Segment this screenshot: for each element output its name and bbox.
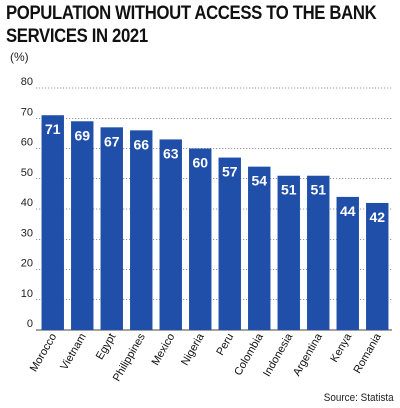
y-tick-label: 40 — [21, 197, 33, 209]
y-tick-label: 20 — [21, 258, 33, 270]
x-tick-label: Nigeria — [179, 331, 207, 368]
x-tick-label: Colombia — [232, 331, 266, 378]
y-tick-label: 10 — [21, 288, 33, 300]
bar — [100, 127, 123, 330]
y-tick-label: 60 — [21, 137, 33, 149]
bar — [71, 121, 94, 331]
bar — [248, 166, 271, 330]
bar-value-label: 69 — [74, 127, 90, 143]
bar — [366, 202, 389, 330]
bar — [307, 175, 330, 330]
x-tick-label: Mexico — [150, 332, 178, 368]
y-axis-unit-label: (%) — [10, 50, 29, 64]
title-line-2: SERVICES IN 2021 — [6, 26, 148, 47]
x-tick-label: Egypt — [94, 332, 118, 362]
bar-value-label: 51 — [281, 182, 297, 198]
x-tick-label: Peru — [214, 332, 236, 358]
bar — [336, 196, 359, 330]
bar — [277, 175, 300, 330]
x-tick-label: Argentina — [291, 331, 325, 379]
bar-value-label: 71 — [45, 121, 61, 137]
bar — [159, 139, 182, 330]
bar-value-label: 54 — [251, 173, 267, 189]
x-tick-label: Vietnam — [58, 332, 88, 373]
bar — [218, 157, 241, 330]
x-tick-label: Morocco — [28, 332, 59, 375]
bar-value-label: 44 — [340, 203, 356, 219]
bar-value-label: 42 — [369, 209, 385, 225]
x-tick-label: Kenya — [328, 331, 354, 365]
chart-title: POPULATION WITHOUT ACCESS TO THE BANK SE… — [6, 2, 377, 48]
bar — [189, 148, 212, 330]
y-tick-label: 80 — [21, 76, 33, 88]
title-line-1: POPULATION WITHOUT ACCESS TO THE BANK — [6, 3, 377, 24]
y-tick-label: 0 — [27, 318, 33, 330]
bar-value-label: 67 — [104, 133, 120, 149]
bar-value-label: 66 — [133, 136, 149, 152]
bar-value-label: 57 — [222, 164, 238, 180]
bar-value-label: 60 — [192, 155, 208, 171]
y-tick-label: 50 — [21, 167, 33, 179]
source-note: Source: Statista — [324, 392, 394, 404]
bar — [130, 130, 153, 330]
bar-value-label: 51 — [310, 182, 326, 198]
bar — [41, 115, 64, 330]
bar-value-label: 63 — [163, 145, 179, 161]
x-tick-label: Romania — [351, 331, 384, 376]
y-tick-label: 30 — [21, 227, 33, 239]
y-tick-label: 70 — [21, 106, 33, 118]
